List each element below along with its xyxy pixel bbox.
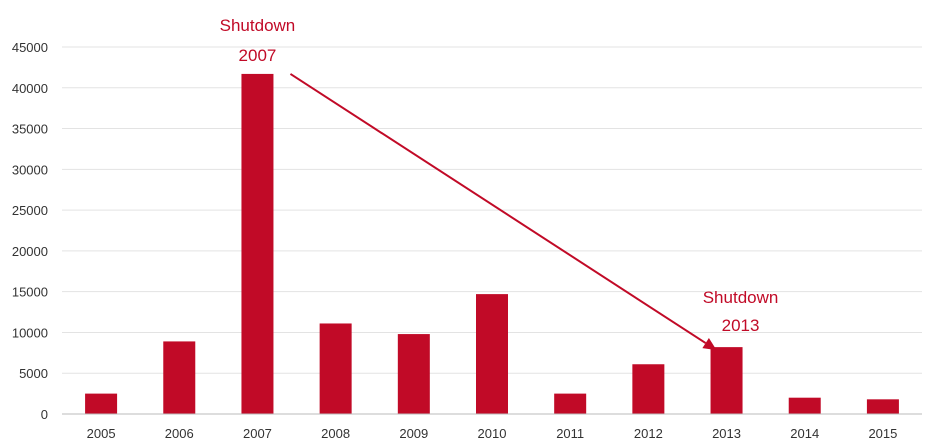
trend-arrow-line xyxy=(289,73,707,344)
y-tick-label: 20000 xyxy=(12,244,48,259)
trend-arrow-head xyxy=(702,338,717,351)
bars xyxy=(85,73,899,414)
annotation-shutdown-2013-year: 2013 xyxy=(722,316,760,335)
y-tick-label: 40000 xyxy=(12,81,48,96)
x-tick-label: 2006 xyxy=(165,426,194,439)
y-tick-label: 0 xyxy=(41,407,48,422)
annotation-shutdown-2013-label: Shutdown xyxy=(703,288,779,307)
bar-2010 xyxy=(476,294,508,414)
annotations: Shutdown 2007 Shutdown 2013 xyxy=(220,16,779,335)
y-tick-label: 30000 xyxy=(12,162,48,177)
x-tick-label: 2011 xyxy=(556,426,584,439)
trend-arrow xyxy=(289,73,717,351)
x-tick-label: 2007 xyxy=(243,426,272,439)
bar-2008 xyxy=(319,323,352,414)
y-axis: 0 5000 10000 15000 20000 25000 30000 35000 40000… xyxy=(12,40,48,422)
bar-2005 xyxy=(85,393,118,414)
x-tick-label: 2005 xyxy=(87,426,116,439)
y-tick-label: 25000 xyxy=(12,203,48,218)
x-tick-label: 2012 xyxy=(634,426,663,439)
x-axis: 2005 2006 2007 2008 2009 2010 2011 2012 2013 2014… xyxy=(87,426,898,439)
annotation-shutdown-2007-year: 2007 xyxy=(239,46,277,65)
y-tick-label: 45000 xyxy=(12,40,48,55)
y-tick-label: 10000 xyxy=(12,325,48,340)
bar-2009 xyxy=(397,334,430,414)
x-tick-label: 2008 xyxy=(321,426,350,439)
x-tick-label: 2010 xyxy=(478,426,507,439)
grid xyxy=(62,46,922,374)
bar-2014 xyxy=(788,397,821,414)
x-tick-label: 2014 xyxy=(790,426,819,439)
bar-2011 xyxy=(554,393,587,414)
annotation-shutdown-2007-label: Shutdown xyxy=(220,16,296,35)
y-tick-label: 15000 xyxy=(12,285,48,300)
x-tick-label: 2009 xyxy=(399,426,428,439)
y-tick-label: 5000 xyxy=(19,366,48,381)
bar-2012 xyxy=(632,364,665,414)
y-tick-label: 35000 xyxy=(12,122,48,137)
bar-2013 xyxy=(710,347,743,414)
bar-2015 xyxy=(866,399,899,414)
bar-2007 xyxy=(241,73,274,414)
x-tick-label: 2013 xyxy=(712,426,741,439)
bar-2006 xyxy=(163,341,196,414)
x-tick-label: 2015 xyxy=(868,426,897,439)
